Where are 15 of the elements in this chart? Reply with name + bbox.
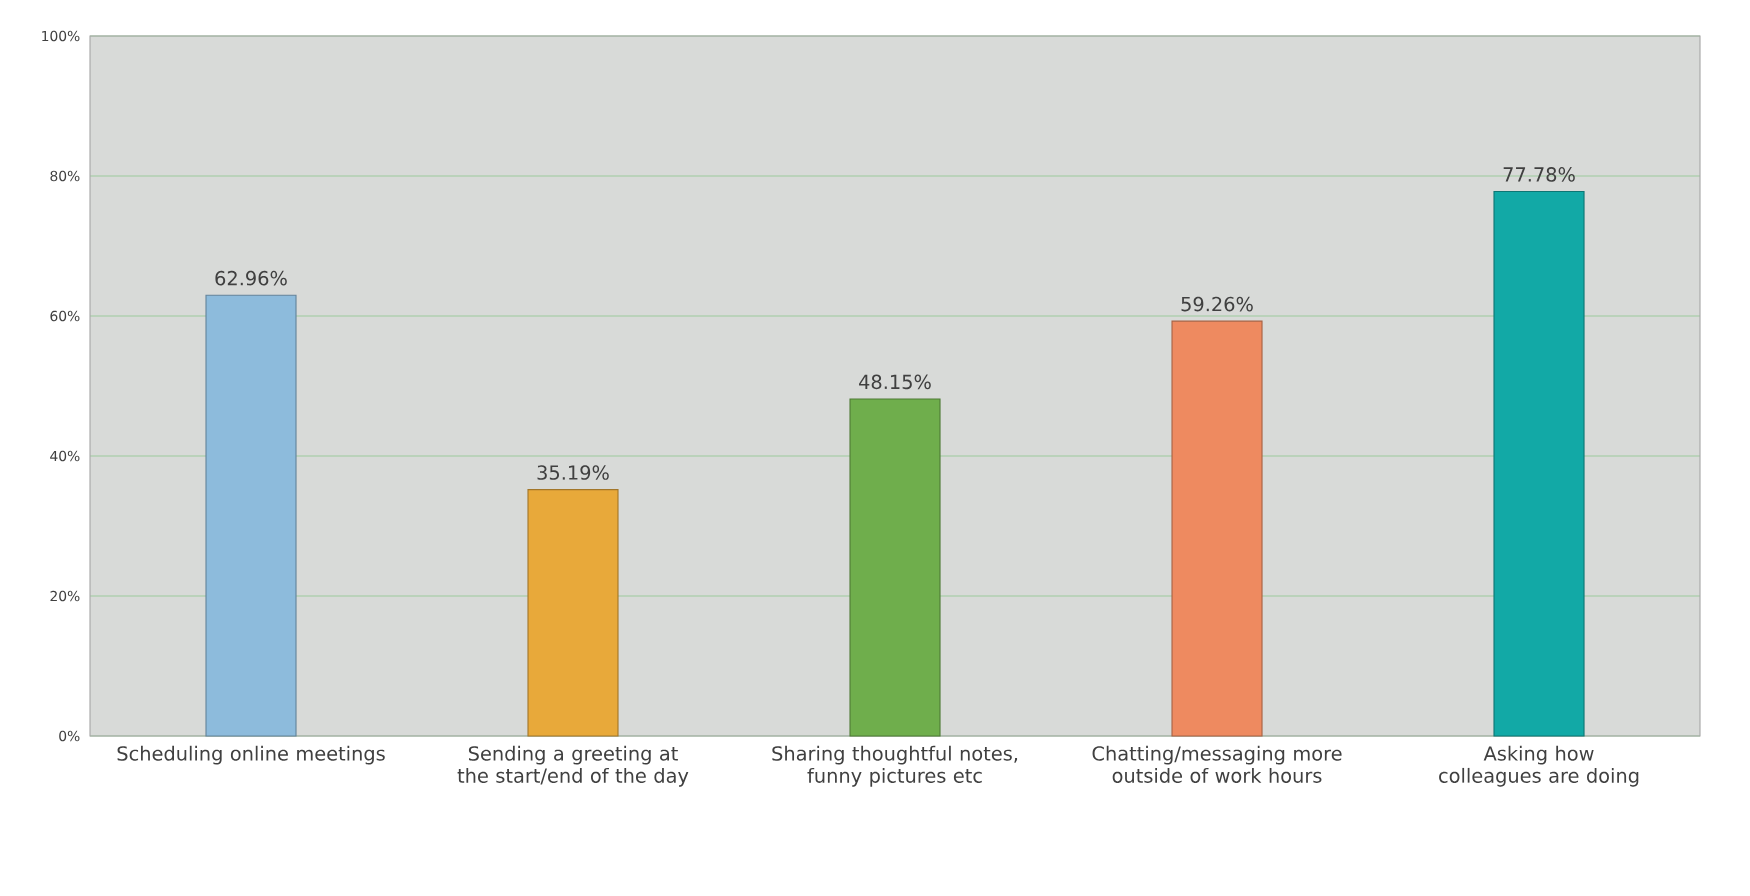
data-label: 35.19% (537, 465, 609, 480)
bar (527, 489, 619, 737)
bar (1171, 320, 1263, 737)
bar (849, 398, 941, 737)
data-label: 59.26% (1181, 296, 1253, 312)
data-label: 62.96% (215, 270, 287, 286)
x-tick-label: Sharing thoughtful notes, funny pictures etc (772, 745, 1018, 787)
bar (1493, 190, 1585, 737)
x-tick-label: Sending a greeting at the start/end of the day (457, 745, 689, 787)
x-tick-label: Asking how colleagues are doing (1439, 745, 1639, 787)
data-label: 77.78% (1503, 167, 1575, 182)
data-label: 48.15% (859, 374, 931, 390)
bar (205, 294, 297, 737)
x-tick-label: Chatting/messaging more outside of work hours (1092, 745, 1342, 783)
x-tick-label: Scheduling online meetings (117, 745, 385, 765)
